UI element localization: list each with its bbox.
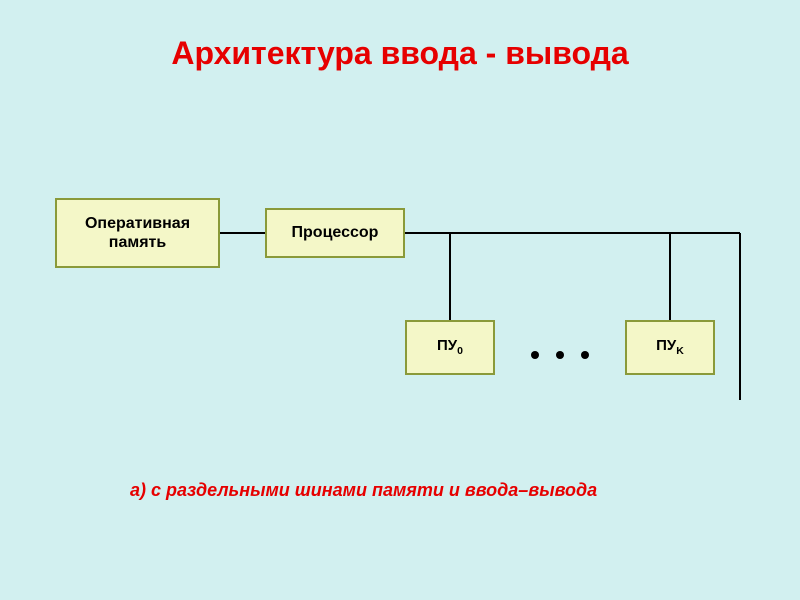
edges-layer — [0, 0, 800, 600]
node-pu0-label: ПУ0 — [437, 337, 463, 358]
node-cpu-label: Процессор — [292, 223, 379, 242]
diagram-canvas: Архитектура ввода - вывода Оперативная п… — [0, 0, 800, 600]
node-puk-label: ПУK — [656, 337, 684, 358]
diagram-caption: а) с раздельными шинами памяти и ввода–в… — [130, 480, 597, 501]
node-puk: ПУK — [625, 320, 715, 375]
node-cpu: Процессор — [265, 208, 405, 258]
node-memory: Оперативная память — [55, 198, 220, 268]
node-pu0: ПУ0 — [405, 320, 495, 375]
node-memory-label: Оперативная память — [65, 214, 210, 252]
